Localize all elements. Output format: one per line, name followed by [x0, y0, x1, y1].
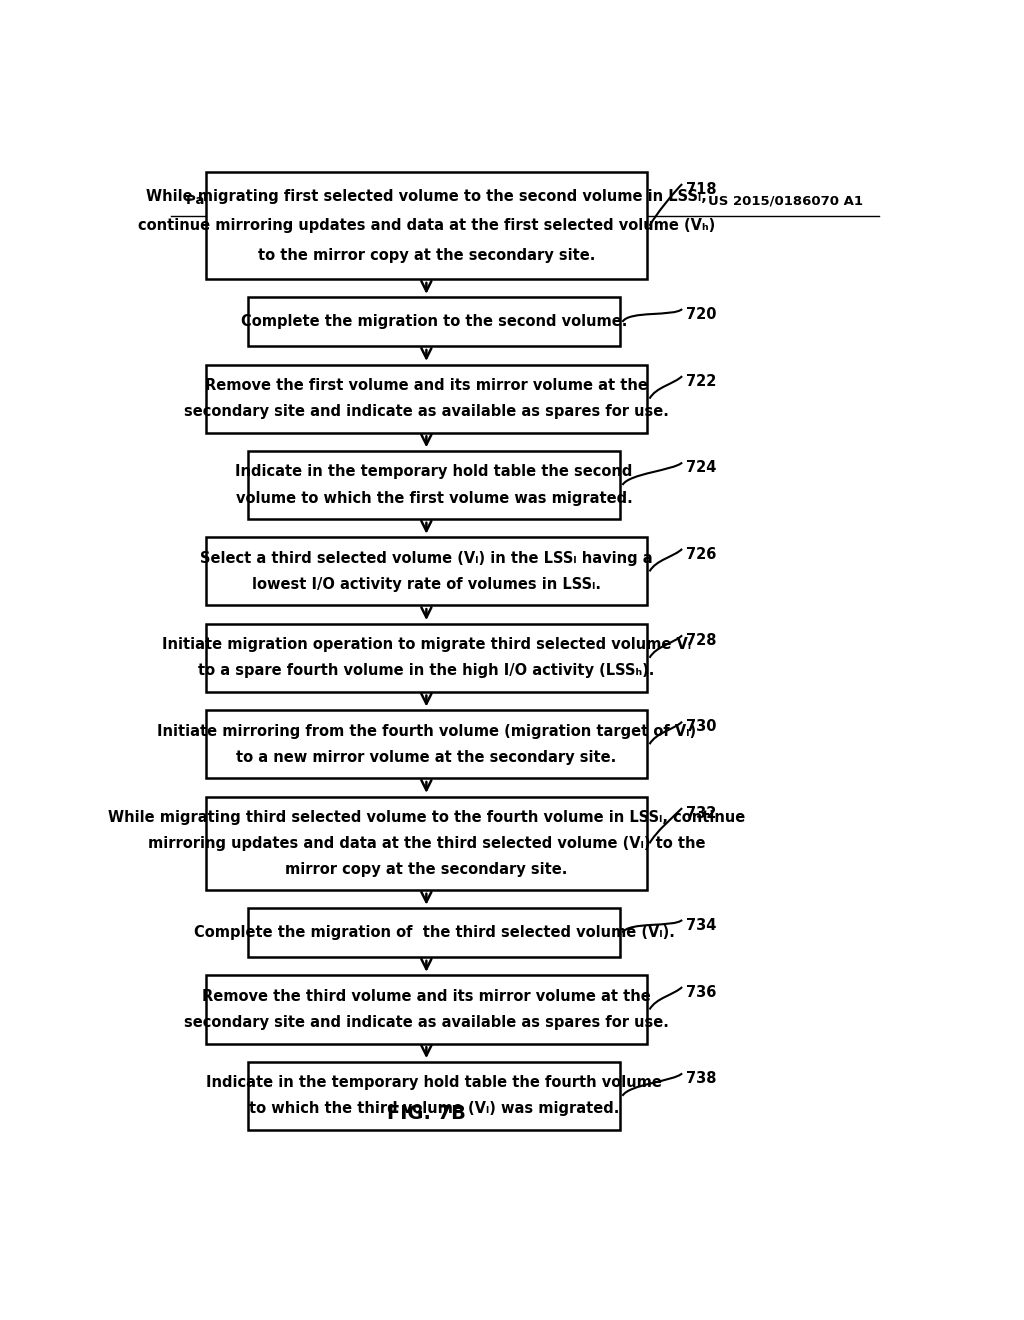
Bar: [206, 975, 647, 1044]
Bar: [206, 624, 647, 692]
Text: mirroring updates and data at the third selected volume (Vₗ) to the: mirroring updates and data at the third …: [147, 836, 706, 851]
Bar: [206, 537, 647, 606]
Text: US 2015/0186070 A1: US 2015/0186070 A1: [709, 194, 863, 207]
Text: Remove the third volume and its mirror volume at the: Remove the third volume and its mirror v…: [202, 989, 650, 1005]
Bar: [248, 1061, 621, 1130]
Text: FIG. 7B: FIG. 7B: [387, 1104, 466, 1123]
Text: 738: 738: [686, 1071, 717, 1086]
Text: mirror copy at the secondary site.: mirror copy at the secondary site.: [286, 862, 567, 876]
Text: Indicate in the temporary hold table the fourth volume: Indicate in the temporary hold table the…: [206, 1076, 663, 1090]
Text: continue mirroring updates and data at the first selected volume (Vₕ): continue mirroring updates and data at t…: [138, 218, 715, 234]
Text: 732: 732: [686, 805, 717, 821]
Bar: [248, 451, 621, 519]
Text: 734: 734: [686, 917, 717, 933]
Text: 718: 718: [686, 182, 717, 197]
Text: Complete the migration to the second volume.: Complete the migration to the second vol…: [241, 314, 628, 330]
Text: to a spare fourth volume in the high I/O activity (LSSₕ).: to a spare fourth volume in the high I/O…: [199, 664, 654, 678]
Text: 736: 736: [686, 985, 717, 999]
Text: to a new mirror volume at the secondary site.: to a new mirror volume at the secondary …: [237, 750, 616, 764]
Text: lowest I/O activity rate of volumes in LSSₗ.: lowest I/O activity rate of volumes in L…: [252, 577, 601, 591]
Text: 724: 724: [686, 461, 717, 475]
Text: 722: 722: [686, 374, 717, 389]
Text: volume to which the first volume was migrated.: volume to which the first volume was mig…: [236, 491, 633, 506]
Text: Initiate migration operation to migrate third selected volume Vₗ: Initiate migration operation to migrate …: [162, 638, 691, 652]
Text: While migrating third selected volume to the fourth volume in LSSₗ, continue: While migrating third selected volume to…: [108, 810, 745, 825]
Text: 720: 720: [686, 306, 717, 322]
Text: Complete the migration of  the third selected volume (Vₗ).: Complete the migration of the third sele…: [194, 925, 675, 940]
Text: secondary site and indicate as available as spares for use.: secondary site and indicate as available…: [184, 1015, 669, 1030]
Text: Indicate in the temporary hold table the second: Indicate in the temporary hold table the…: [236, 465, 633, 479]
Text: Remove the first volume and its mirror volume at the: Remove the first volume and its mirror v…: [205, 378, 648, 393]
Bar: [248, 908, 621, 957]
Bar: [206, 796, 647, 890]
Text: Select a third selected volume (Vₗ) in the LSSₗ having a: Select a third selected volume (Vₗ) in t…: [200, 550, 652, 566]
Text: Jul. 2, 2015   Sheet 4 of 5: Jul. 2, 2015 Sheet 4 of 5: [367, 194, 556, 207]
Text: 726: 726: [686, 546, 717, 561]
Text: secondary site and indicate as available as spares for use.: secondary site and indicate as available…: [184, 404, 669, 420]
Bar: [206, 173, 647, 280]
Text: to which the third volume (Vₗ) was migrated.: to which the third volume (Vₗ) was migra…: [249, 1101, 620, 1117]
Bar: [248, 297, 621, 346]
Text: Initiate mirroring from the fourth volume (migration target of Vₗ): Initiate mirroring from the fourth volum…: [157, 723, 696, 739]
Text: 730: 730: [686, 719, 717, 734]
Bar: [206, 710, 647, 779]
Text: Patent Application Publication: Patent Application Publication: [186, 194, 414, 207]
Text: 728: 728: [686, 634, 717, 648]
Text: to the mirror copy at the secondary site.: to the mirror copy at the secondary site…: [258, 248, 595, 263]
Bar: [206, 364, 647, 433]
Text: While migrating first selected volume to the second volume in LSSₗ,: While migrating first selected volume to…: [146, 189, 707, 203]
